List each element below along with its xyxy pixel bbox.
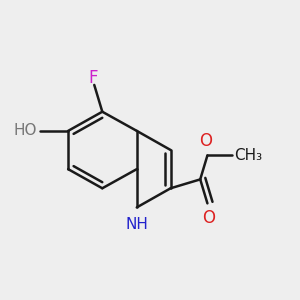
- Text: O: O: [202, 209, 215, 227]
- Text: NH: NH: [125, 217, 148, 232]
- Text: F: F: [88, 69, 98, 87]
- Text: O: O: [200, 131, 212, 149]
- Text: HO: HO: [14, 123, 37, 138]
- Text: CH₃: CH₃: [234, 148, 262, 163]
